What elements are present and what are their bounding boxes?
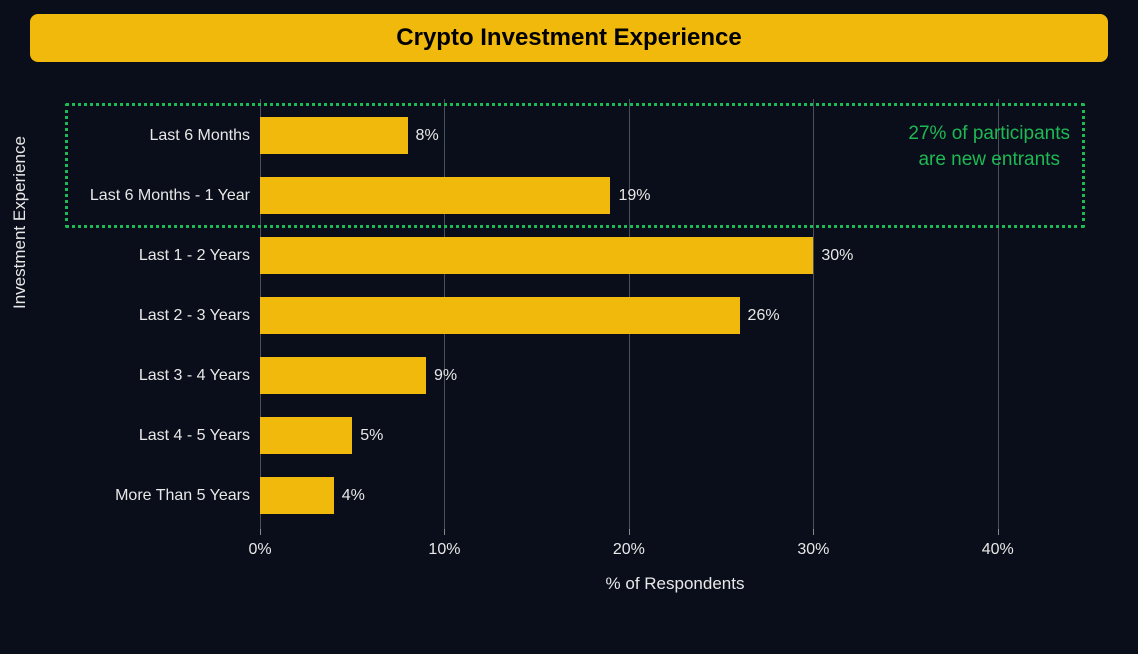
category-label: Last 4 - 5 Years <box>60 427 250 445</box>
xtick-label: 30% <box>797 541 829 559</box>
xtick-label: 40% <box>982 541 1014 559</box>
bar-value-label: 5% <box>360 427 383 445</box>
category-label: Last 3 - 4 Years <box>60 367 250 385</box>
bar-value-label: 30% <box>821 247 853 265</box>
bar: 5% <box>260 417 352 454</box>
bar: 9% <box>260 357 426 394</box>
xtick-mark <box>260 529 261 535</box>
bar-value-label: 26% <box>748 307 780 325</box>
xtick-label: 10% <box>428 541 460 559</box>
bar: 4% <box>260 477 334 514</box>
bar-value-label: 9% <box>434 367 457 385</box>
highlight-annotation: 27% of participantsare new entrants <box>908 121 1070 172</box>
y-axis-label: Investment Experience <box>10 136 30 309</box>
annotation-line: 27% of participants <box>908 121 1070 147</box>
x-axis-label: % of Respondents <box>606 574 745 594</box>
category-label: More Than 5 Years <box>60 487 250 505</box>
chart-title: Crypto Investment Experience <box>396 24 741 51</box>
plot-area: % of Respondents 0%10%20%30%40%Last 6 Mo… <box>260 99 1090 529</box>
xtick-label: 0% <box>248 541 271 559</box>
xtick-mark <box>813 529 814 535</box>
annotation-line: are new entrants <box>908 147 1070 173</box>
xtick-label: 20% <box>613 541 645 559</box>
bar-value-label: 4% <box>342 487 365 505</box>
xtick-mark <box>444 529 445 535</box>
bar: 30% <box>260 237 813 274</box>
xtick-mark <box>629 529 630 535</box>
category-label: Last 1 - 2 Years <box>60 247 250 265</box>
bar: 26% <box>260 297 740 334</box>
chart-area: Investment Experience % of Respondents 0… <box>60 99 1110 579</box>
category-label: Last 2 - 3 Years <box>60 307 250 325</box>
xtick-mark <box>998 529 999 535</box>
chart-title-bar: Crypto Investment Experience <box>30 14 1108 62</box>
